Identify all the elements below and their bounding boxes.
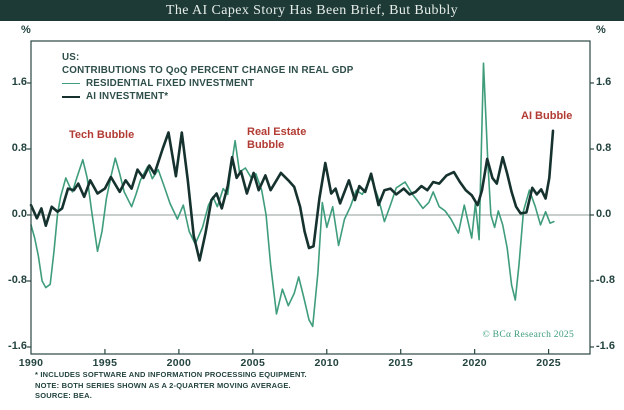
title-bar: The AI Capex Story Has Been Brief, But B… [0,0,624,21]
footnotes: * INCLUDES SOFTWARE AND INFORMATION PROC… [35,370,307,402]
legend: US: CONTRIBUTIONS TO QoQ PERCENT CHANGE … [62,51,354,103]
x-axis-tick-label: 2015 [388,357,413,369]
x-axis-tick-label: 2020 [462,357,487,369]
y-axis-tick-label-left: 0.0 [11,208,27,221]
residential-line-swatch [62,83,80,84]
x-axis-tick-label: 2010 [314,357,340,369]
x-axis-tick-label: 2000 [166,357,192,369]
y-axis-tick-label-right: 1.6 [596,76,612,89]
legend-label-ai: AI INVESTMENT* [86,91,169,102]
y-axis-tick-label-left: -0.8 [8,274,27,287]
legend-label-residential: RESIDENTIAL FIXED INVESTMENT [86,78,255,89]
y-axis-tick-label-left: 1.6 [11,76,27,89]
y-axis-tick-label-left: -1.6 [8,340,27,353]
footnote-note: NOTE: BOTH SERIES SHOWN AS A 2-QUARTER M… [35,380,291,390]
x-axis-tick-label: 1995 [92,357,118,369]
y-axis-tick-label-right: -0.8 [596,274,615,287]
plot-frame [30,40,591,355]
chart-title: The AI Capex Story Has Been Brief, But B… [165,3,459,18]
x-axis-tick-label: 1990 [18,357,44,369]
legend-region-label: US: [62,52,80,63]
x-axis-tick-label: 2025 [536,357,561,369]
annotation-real-estate-bubble: Real Estate Bubble [247,126,307,151]
residential-series-line [30,62,555,328]
y-axis-tick-label-right: -1.6 [596,340,615,353]
annotation-ai-bubble: AI Bubble [521,110,573,122]
copyright-notice: © BCα Research 2025 [482,330,574,340]
annotation-tech-bubble: Tech Bubble [69,129,135,141]
legend-item-ai: AI INVESTMENT* [62,90,354,103]
ai-line-swatch [62,95,80,98]
footnote-asterisk: * INCLUDES SOFTWARE AND INFORMATION PROC… [35,370,307,379]
footnote-source: SOURCE: BEA. [35,391,92,400]
ai-series-line [29,129,555,262]
y-axis-unit-left: % [21,24,31,36]
y-axis-unit-right: % [596,24,606,36]
legend-item-residential: RESIDENTIAL FIXED INVESTMENT [62,77,354,90]
y-axis-tick-label-left: 0.8 [11,142,27,155]
x-axis-tick-label: 2005 [240,357,266,369]
y-axis-tick-label-right: 0.8 [596,142,612,155]
legend-heading: CONTRIBUTIONS TO QoQ PERCENT CHANGE IN R… [62,65,354,76]
y-axis-tick-label-right: 0.0 [596,208,612,221]
